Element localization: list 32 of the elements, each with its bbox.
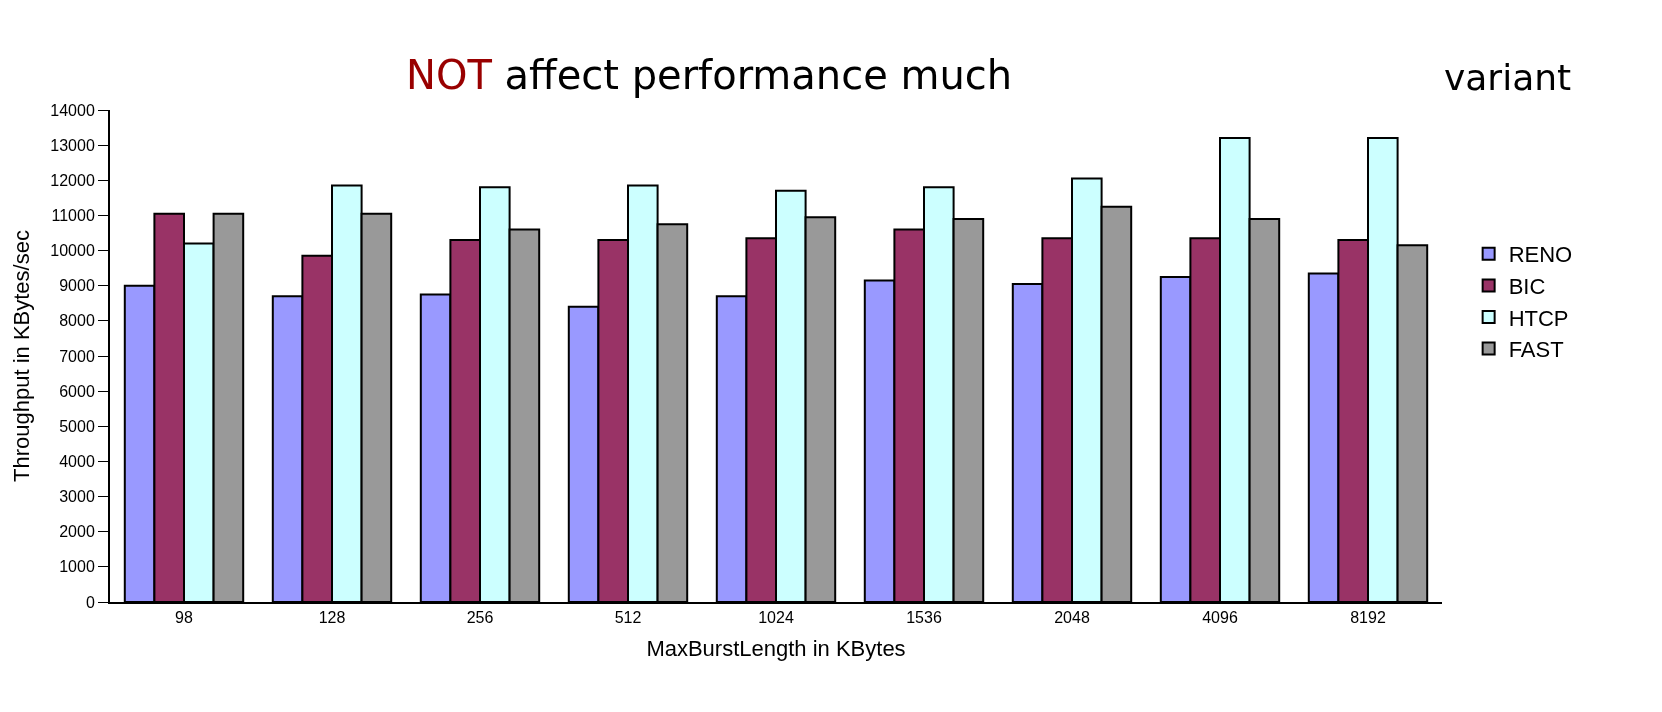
- x-tick-label: 512: [614, 609, 642, 627]
- x-tick-label: 98: [175, 609, 193, 627]
- y-tick-label: 3000: [59, 488, 95, 506]
- text: NOT affect performance much: [406, 52, 1013, 98]
- legend-label: BIC: [1508, 273, 1546, 299]
- y-tick-label: 14000: [50, 101, 95, 119]
- y-tick-label: 6000: [59, 382, 95, 400]
- x-tick-label: 256: [466, 609, 494, 627]
- y-tick-label: 11000: [51, 207, 95, 225]
- y-tick-label: 1000: [59, 558, 95, 576]
- legend-label: FAST: [1508, 337, 1564, 363]
- x-tick-label: 2048: [1054, 609, 1090, 627]
- y-tick-label: 13000: [50, 136, 95, 154]
- x-tick-label: 8192: [1350, 609, 1386, 627]
- y-axis-title: Throughput in KBytes/sec: [8, 230, 34, 482]
- y-tick-label: 7000: [59, 347, 95, 365]
- x-axis-title: MaxBurstLength in KBytes: [646, 635, 906, 661]
- x-tick-label: 4096: [1202, 609, 1238, 627]
- y-tick-label: 8000: [59, 312, 95, 330]
- y-tick-label: 10000: [50, 242, 95, 260]
- legend-label: HTCP: [1508, 305, 1569, 331]
- y-tick-label: 4000: [59, 453, 95, 471]
- y-tick-label: 9000: [59, 277, 95, 295]
- y-tick-label: 5000: [59, 417, 95, 435]
- y-tick-label: 12000: [50, 171, 95, 189]
- x-tick-label: 1536: [906, 609, 942, 627]
- x-tick-label: 128: [318, 609, 346, 627]
- x-tick-label: 1024: [758, 609, 794, 627]
- legend-label: RENO: [1508, 242, 1573, 268]
- text: variant: [1444, 57, 1572, 98]
- y-tick-label: 2000: [59, 523, 95, 541]
- y-tick-label: 0: [85, 593, 95, 611]
